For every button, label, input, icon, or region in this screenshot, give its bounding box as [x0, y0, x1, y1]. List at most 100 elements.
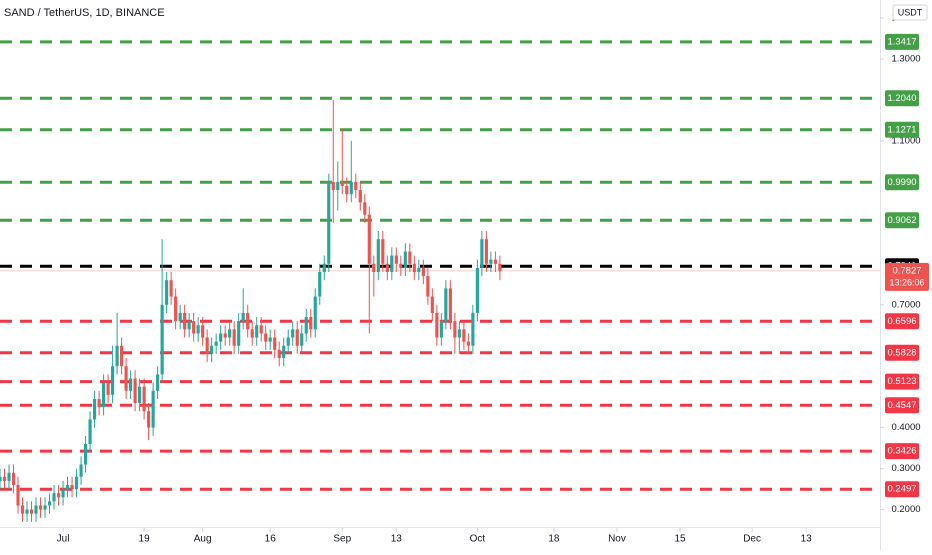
- candle-body: [129, 378, 133, 391]
- candle-body: [331, 181, 335, 191]
- candle-body: [264, 333, 268, 342]
- candle-body: [475, 267, 479, 313]
- x-tick-label: Jul: [57, 534, 70, 545]
- candle-body: [498, 263, 502, 271]
- candle-body: [322, 263, 326, 272]
- level-label: 0.9062: [887, 215, 916, 226]
- currency: USDT: [898, 7, 923, 17]
- candle-body: [56, 493, 61, 498]
- candle-body: [309, 317, 313, 330]
- candle-body: [246, 312, 250, 330]
- candle-body: [0, 476, 2, 481]
- candle-body: [88, 419, 92, 445]
- candle-body: [38, 505, 43, 510]
- candle-body: [20, 505, 25, 514]
- candle-body: [34, 505, 38, 514]
- y-tick-label: 1.1000: [891, 135, 920, 146]
- candle-body: [115, 345, 119, 367]
- candle-body: [138, 386, 142, 404]
- x-tick-label: 13: [801, 534, 813, 545]
- candle-body: [92, 398, 97, 420]
- level-label-box: [885, 481, 919, 498]
- candle-body: [430, 296, 434, 313]
- candle-body: [493, 259, 497, 264]
- levels: [0, 40, 880, 491]
- candle-body: [65, 484, 70, 490]
- x-tick-label: 19: [139, 534, 151, 545]
- y-tick-label: 0.7000: [891, 299, 920, 310]
- candle-body: [457, 329, 461, 338]
- candle-body: [417, 267, 421, 272]
- candle-body: [79, 464, 83, 477]
- level-label: 0.2497: [887, 484, 916, 495]
- candle-body: [11, 472, 16, 485]
- candle-body: [376, 239, 380, 272]
- candle-body: [313, 296, 317, 330]
- level-label-box: [885, 443, 919, 460]
- candle-body: [169, 280, 173, 297]
- candle-body: [232, 329, 236, 346]
- candle-body: [7, 472, 11, 481]
- candle-body: [178, 312, 182, 322]
- candle-body: [462, 329, 466, 342]
- level-label: 0.5123: [887, 376, 916, 387]
- candle-body: [291, 329, 295, 338]
- candle-body: [259, 325, 263, 334]
- candle-body: [74, 476, 79, 490]
- candles: [0, 99, 502, 522]
- candle-body: [210, 345, 214, 354]
- candle-body: [444, 288, 448, 322]
- y-tick-label: 0.4000: [891, 422, 920, 433]
- candle-body: [25, 509, 29, 514]
- candle-body: [52, 493, 56, 502]
- candle-body: [201, 325, 205, 338]
- candle-body: [277, 349, 281, 359]
- candle-body: [156, 374, 160, 391]
- candle-body: [304, 317, 308, 334]
- candle-body: [367, 214, 371, 264]
- level-label-box: [885, 344, 919, 361]
- candle-body: [372, 263, 376, 272]
- x-tick-label: 13: [391, 534, 403, 545]
- level-label-box: [885, 33, 919, 50]
- candle-body: [237, 321, 241, 346]
- candle-body: [196, 325, 200, 334]
- candle-body: [160, 304, 164, 375]
- level-label: 0.6596: [887, 316, 916, 327]
- candle-body: [102, 382, 106, 408]
- candle-body: [47, 501, 52, 506]
- candle-body: [340, 181, 344, 186]
- candle-body: [165, 280, 169, 305]
- candle-body: [142, 386, 146, 412]
- level-label-box: [885, 373, 919, 390]
- candle-body: [187, 321, 191, 330]
- last-price-label: 0.7827: [892, 265, 921, 276]
- candle-body: [268, 337, 272, 342]
- currency-box: [892, 4, 928, 21]
- candle-body: [174, 296, 178, 322]
- level-label-box: [885, 313, 919, 330]
- level-label: 0.5828: [887, 347, 916, 358]
- candle-body: [318, 271, 322, 297]
- candle-body: [327, 181, 331, 264]
- level-label: 0.3426: [887, 446, 916, 457]
- candle-body: [286, 337, 290, 346]
- candle-body: [363, 202, 367, 215]
- candle-body: [241, 312, 245, 322]
- candle-body: [466, 341, 470, 346]
- candle-body: [111, 366, 115, 395]
- candle-body: [381, 239, 385, 264]
- candle-body: [106, 382, 110, 395]
- candle-body: [358, 190, 362, 203]
- candle-body: [228, 329, 232, 338]
- candle-body: [426, 276, 430, 297]
- candle-body: [147, 411, 151, 428]
- candle-body: [439, 321, 443, 338]
- x-tick-label: Dec: [743, 534, 761, 545]
- candle-body: [421, 267, 425, 277]
- level-label: 0.4547: [887, 400, 916, 411]
- candle-body: [219, 333, 223, 342]
- x-tick-label: 15: [674, 534, 686, 545]
- x-tick-label: Oct: [470, 534, 486, 545]
